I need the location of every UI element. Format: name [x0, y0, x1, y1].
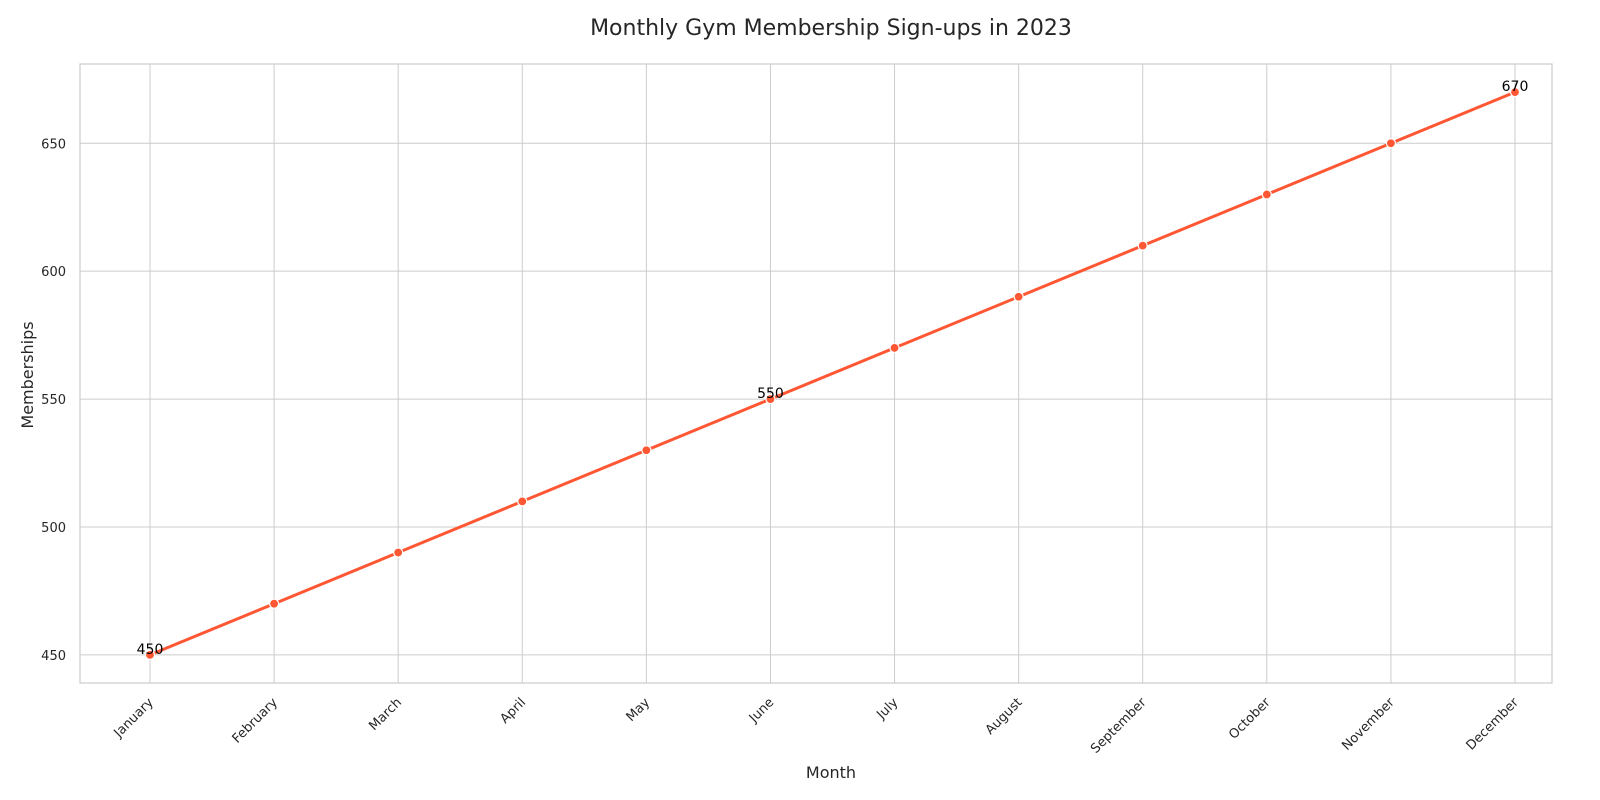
data-point: [889, 342, 900, 354]
x-tick-label: June: [746, 695, 777, 726]
x-tick-label: April: [497, 695, 529, 727]
grid: [80, 64, 1552, 683]
data-point: [1261, 189, 1272, 200]
y-tick-label: 500: [41, 521, 66, 536]
data-label: 450: [137, 642, 164, 658]
x-tick-label: December: [1464, 695, 1523, 754]
x-tick-label: August: [983, 695, 1026, 738]
x-tick-label: January: [111, 695, 157, 741]
y-tick-label: 650: [41, 137, 66, 152]
series-line: [149, 90, 1516, 657]
data-point: [517, 496, 528, 507]
data-labels: 450 550 670: [137, 79, 1529, 658]
y-tick-label: 550: [41, 393, 66, 408]
x-axis-label: Month: [806, 763, 856, 782]
data-point: [1013, 291, 1024, 302]
series-layer: [144, 87, 1521, 660]
x-axis-ticks: January February March April May June July Augu…: [111, 695, 1523, 757]
y-axis-label: Memberships: [18, 321, 37, 428]
data-label: 550: [757, 386, 784, 402]
x-tick-label: September: [1088, 695, 1150, 757]
data-point: [765, 393, 776, 405]
data-point: [268, 598, 280, 609]
data-point: [1385, 138, 1397, 149]
chart-title: Monthly Gym Membership Sign-ups in 2023: [590, 16, 1072, 41]
data-point: [144, 649, 156, 660]
data-point: [1137, 240, 1148, 251]
data-label: 670: [1502, 79, 1529, 95]
x-tick-label: May: [624, 695, 654, 725]
plot-area-border: [79, 63, 1553, 684]
y-axis-ticks: 450 500 550 600 650: [41, 137, 66, 664]
x-tick-label: November: [1339, 695, 1398, 754]
x-tick-label: July: [874, 695, 902, 723]
y-tick-label: 450: [41, 649, 66, 664]
y-tick-label: 600: [41, 265, 66, 280]
data-point: [393, 547, 404, 558]
data-point: [641, 445, 652, 456]
x-tick-label: March: [366, 695, 405, 734]
x-tick-label: February: [230, 695, 282, 747]
data-point: [1509, 87, 1521, 98]
x-tick-label: October: [1226, 695, 1274, 743]
